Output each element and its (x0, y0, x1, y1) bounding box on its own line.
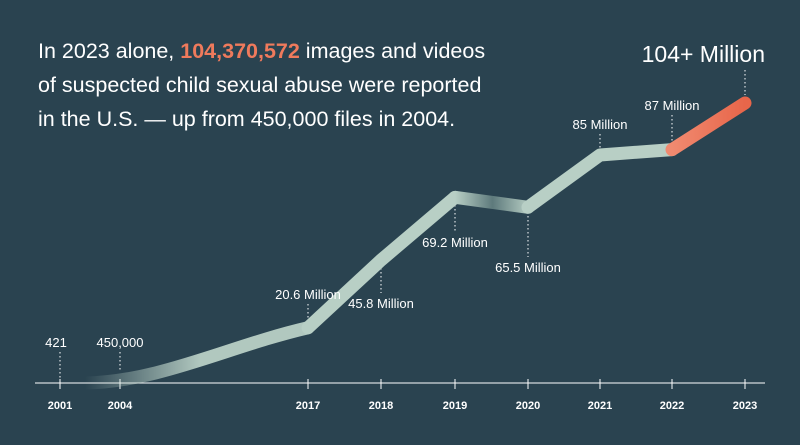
data-label-2019: 69.2 Million (422, 235, 488, 250)
x-tick-label-2023: 2023 (733, 400, 757, 412)
data-label-2004: 450,000 (97, 335, 144, 350)
line-segment-2017-2019 (301, 190, 462, 335)
headline-highlight-number: 104,370,572 (180, 39, 300, 63)
data-label-2020: 65.5 Million (495, 260, 561, 275)
data-label-2018: 45.8 Million (348, 296, 414, 311)
x-tick-label-2020: 2020 (516, 400, 540, 412)
x-tick-label-2021: 2021 (588, 400, 612, 412)
x-tick-label-2004: 2004 (108, 400, 133, 412)
x-tick-label-2022: 2022 (660, 400, 684, 412)
x-tick-label-2001: 2001 (48, 400, 72, 412)
data-label-2022: 87 Million (645, 98, 700, 113)
line-segment-2019-2020 (448, 190, 535, 214)
x-tick-label-2017: 2017 (296, 400, 320, 412)
data-label-2023: 104+ Million (642, 41, 765, 67)
line-segment-2022-2023 (665, 96, 752, 157)
data-label-2017: 20.6 Million (275, 287, 341, 302)
data-label-2021: 85 Million (573, 117, 628, 132)
line-segment-2001-2017 (78, 321, 315, 390)
data-label-2001: 421 (45, 335, 67, 350)
x-tick-label-2018: 2018 (369, 400, 393, 412)
line-segment-2020-2022 (521, 143, 679, 214)
headline-part1: In 2023 alone, (38, 39, 181, 63)
headline-text: In 2023 alone, 104,370,572 images and vi… (38, 34, 488, 136)
x-tick-label-2019: 2019 (443, 400, 467, 412)
headline-part2: images and videos of suspected child sex… (38, 39, 486, 131)
